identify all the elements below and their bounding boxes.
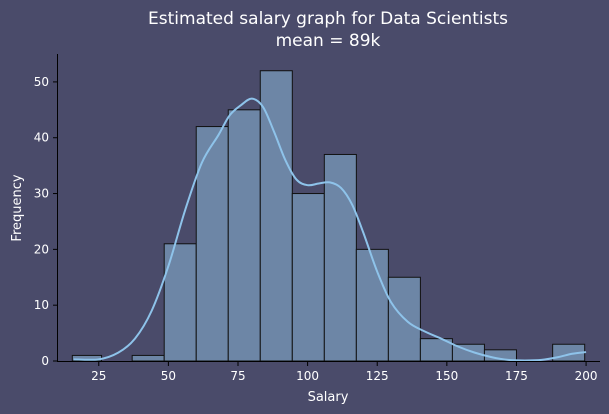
x-tick-label-175: 175 (505, 369, 528, 383)
chart-title-line1: Estimated salary graph for Data Scientis… (148, 9, 508, 29)
x-tick-label-200: 200 (575, 369, 598, 383)
y-tick-label-40: 40 (34, 131, 49, 145)
histogram-bar-3 (195, 126, 229, 362)
histogram-bar-4 (227, 109, 261, 362)
y-tick-label-50: 50 (34, 75, 49, 89)
x-axis-ticks: 25 50 75 100 125 150 175 200 (91, 361, 598, 383)
y-tick-label-0: 0 (41, 354, 49, 368)
x-tick-label-25: 25 (91, 369, 106, 383)
y-tick-label-30: 30 (34, 187, 49, 201)
histogram-bar-8 (355, 248, 389, 362)
kde-density-curve (73, 97, 587, 362)
x-axis-label: Salary (308, 390, 349, 405)
histogram-bars (71, 70, 586, 362)
chart-title-line2: mean = 89k (276, 31, 381, 51)
y-axis-ticks: 0 10 20 30 40 50 (34, 75, 58, 368)
x-tick-label-50: 50 (161, 369, 176, 383)
kde-curve-layer (73, 97, 587, 362)
x-tick-label-125: 125 (366, 369, 389, 383)
y-tick-label-10: 10 (34, 298, 49, 312)
x-tick-label-150: 150 (435, 369, 458, 383)
y-tick-label-20: 20 (34, 242, 49, 256)
x-tick-label-100: 100 (296, 369, 319, 383)
histogram-bar-7 (323, 153, 357, 362)
histogram-bar-1 (131, 354, 165, 362)
histogram-bar-5 (259, 70, 293, 362)
histogram-bar-6 (291, 193, 325, 362)
x-tick-label-75: 75 (230, 369, 245, 383)
y-axis-label: Frequency (10, 174, 25, 241)
